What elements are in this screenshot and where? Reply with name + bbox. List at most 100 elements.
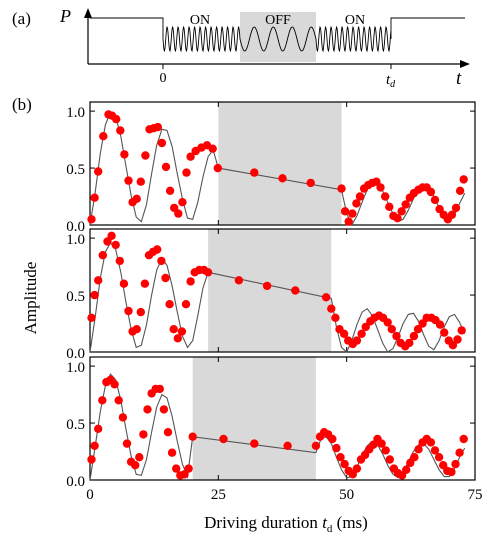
data-point	[110, 380, 119, 389]
power-axis-arrow	[84, 8, 92, 18]
data-point	[352, 336, 362, 345]
pulse-waveform	[90, 17, 465, 53]
data-point	[174, 209, 183, 218]
data-point	[455, 448, 464, 457]
data-point	[122, 439, 132, 448]
plot-frame	[89, 356, 476, 481]
data-point	[132, 325, 141, 334]
data-point	[451, 203, 461, 213]
data-point	[165, 186, 175, 195]
data-point	[306, 178, 315, 188]
data-point	[136, 307, 145, 317]
data-point	[377, 439, 386, 448]
x-axis-label: Driving duration td (ms)	[204, 513, 368, 535]
y-axis-label: Amplitude	[21, 262, 40, 335]
data-point	[167, 448, 177, 457]
panel-a-pulse-diagram: (a) P t ON OFF ON 0 td	[12, 6, 470, 90]
data-point	[283, 441, 292, 450]
data-point	[361, 322, 370, 332]
data-point	[413, 325, 423, 334]
data-point	[393, 214, 402, 223]
data-point	[132, 194, 141, 203]
data-point	[98, 251, 108, 260]
on-label-2: ON	[345, 13, 365, 28]
off-interval-shade	[218, 102, 342, 225]
x-tick-label: 75	[468, 487, 483, 503]
data-point	[169, 325, 178, 334]
subplot-1: 0.0 0.5 1.0	[66, 101, 476, 235]
power-symbol: P	[59, 6, 71, 26]
data-point	[186, 152, 195, 161]
subplot-3: 0.0 0.5 1.0 0 25 50 75	[66, 356, 483, 503]
data-point	[348, 209, 357, 218]
data-point	[116, 126, 125, 135]
data-point	[208, 144, 217, 153]
data-point	[114, 396, 123, 405]
data-point	[131, 461, 140, 470]
data-point	[327, 304, 336, 313]
data-point	[181, 300, 191, 309]
data-point	[453, 335, 462, 344]
data-point	[336, 453, 345, 462]
y-tick-label: 0.0	[66, 219, 85, 235]
data-point	[278, 174, 287, 183]
data-point	[143, 405, 152, 414]
data-point	[157, 256, 166, 266]
data-point	[392, 331, 401, 341]
data-point	[219, 434, 228, 444]
tick-zero-label: 0	[160, 71, 167, 86]
data-point	[173, 334, 182, 343]
data-point	[90, 441, 99, 450]
data-point	[135, 453, 144, 462]
data-point	[426, 438, 436, 447]
data-point	[213, 163, 222, 173]
off-interval-shade	[208, 229, 332, 352]
data-point	[115, 256, 125, 266]
on-label-1: ON	[190, 13, 210, 28]
subplot-stack: 0.00.51.00.00.51.00.00.51.00 25 50 75	[66, 101, 483, 503]
data-point	[120, 150, 129, 159]
data-point	[385, 455, 394, 464]
data-point	[451, 459, 460, 469]
x-tick-label: 25	[211, 487, 226, 503]
data-point	[184, 464, 193, 473]
data-point	[447, 210, 457, 219]
data-point	[459, 175, 468, 184]
data-point	[250, 168, 259, 177]
data-point	[124, 176, 133, 185]
data-point	[459, 434, 468, 444]
data-point	[155, 384, 164, 394]
data-point	[430, 446, 440, 455]
y-tick-label: 0.5	[66, 162, 85, 178]
data-point	[87, 455, 96, 464]
y-tick-label: 1.0	[66, 105, 85, 121]
subplot-2: 0.0 0.5 1.0	[66, 228, 476, 362]
data-point	[340, 459, 349, 469]
data-point	[383, 318, 392, 327]
data-point	[340, 207, 350, 216]
data-point	[87, 215, 96, 224]
data-point	[402, 465, 411, 474]
data-point	[321, 293, 331, 302]
data-point	[172, 464, 181, 473]
data-point	[385, 202, 394, 211]
data-point	[435, 320, 445, 329]
data-point	[153, 245, 162, 254]
data-point	[440, 328, 449, 337]
data-point	[410, 453, 419, 462]
data-point	[94, 167, 103, 176]
data-point	[405, 338, 414, 348]
data-point	[381, 446, 390, 455]
data-point	[434, 453, 444, 462]
y-tick-label: 0.0	[66, 474, 85, 490]
data-point	[124, 306, 133, 316]
tick-td-label: td	[386, 72, 396, 90]
data-point	[153, 122, 162, 132]
y-tick-label: 0.0	[66, 346, 85, 362]
data-point	[203, 268, 213, 277]
data-point	[328, 434, 337, 444]
data-point	[177, 327, 187, 336]
data-point	[112, 114, 121, 124]
data-point	[99, 132, 108, 141]
